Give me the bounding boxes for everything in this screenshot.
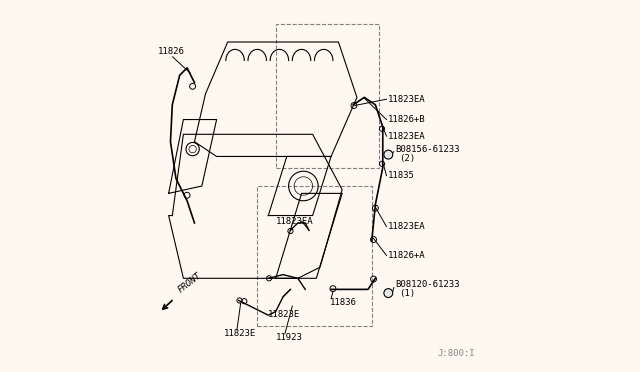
Text: J:800:I: J:800:I bbox=[438, 349, 475, 358]
Text: B: B bbox=[385, 289, 391, 298]
Text: 11826+A: 11826+A bbox=[388, 251, 426, 260]
Text: B: B bbox=[385, 150, 391, 159]
Text: 11823E: 11823E bbox=[224, 329, 256, 338]
Text: 11836: 11836 bbox=[330, 298, 357, 307]
Circle shape bbox=[384, 289, 393, 298]
Circle shape bbox=[384, 150, 393, 159]
Text: 11823EA: 11823EA bbox=[276, 217, 314, 225]
Text: B08120-61233: B08120-61233 bbox=[396, 280, 460, 289]
Text: 11923: 11923 bbox=[276, 333, 303, 342]
Text: 11823E: 11823E bbox=[268, 310, 301, 319]
Text: 11835: 11835 bbox=[388, 171, 415, 180]
Text: (2): (2) bbox=[399, 154, 415, 163]
Text: 11823EA: 11823EA bbox=[388, 222, 426, 231]
Text: 11823EA: 11823EA bbox=[388, 132, 426, 141]
Text: B08156-61233: B08156-61233 bbox=[396, 145, 460, 154]
Text: (1): (1) bbox=[399, 289, 415, 298]
Text: 11826: 11826 bbox=[157, 47, 184, 56]
Text: 11823EA: 11823EA bbox=[388, 95, 426, 104]
Text: FRONT: FRONT bbox=[176, 271, 203, 295]
Text: 11826+B: 11826+B bbox=[388, 115, 426, 124]
